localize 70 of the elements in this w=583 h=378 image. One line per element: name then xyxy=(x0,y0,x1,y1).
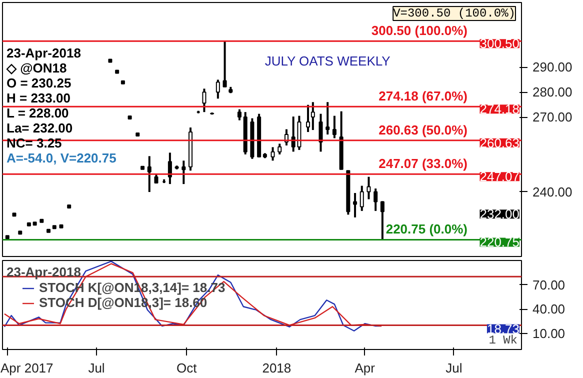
annotation: 232.00 xyxy=(480,206,520,222)
x-tick-label: Apr xyxy=(354,360,376,376)
candlestick xyxy=(168,152,172,186)
y-tick-label: 240.00 xyxy=(532,184,572,200)
point xyxy=(40,218,44,223)
x-tick-label: Jul xyxy=(88,360,105,376)
ref-line-label: 300.50 (100.0%) xyxy=(371,23,468,38)
point xyxy=(32,222,37,226)
annotation: 247.07 xyxy=(480,169,520,184)
candlestick xyxy=(202,88,206,114)
annotation: H = 233.00 xyxy=(6,90,70,106)
y-tick-label: 270.00 xyxy=(532,110,572,125)
annotation: V=300.50 (100.0%) xyxy=(393,6,516,20)
x-tick-label: Jul xyxy=(446,360,462,376)
annotation: A=-54.0, V=220.75 xyxy=(6,150,116,166)
x-tick-label: 2018 xyxy=(262,360,292,376)
candlestick xyxy=(278,142,282,156)
candlestick xyxy=(237,108,242,122)
point xyxy=(140,166,145,170)
text: JULY OATS WEEKLY xyxy=(264,54,391,68)
annotation: La= 232.00 xyxy=(6,120,73,136)
ref-line-label: 260.63 (50.0%) xyxy=(378,122,468,138)
candlestick xyxy=(380,200,384,241)
annotation: L = 228.00 xyxy=(6,106,69,120)
ref-line-label: 274.18 (67.0%) xyxy=(378,88,468,104)
candlestick xyxy=(222,40,227,88)
point xyxy=(128,116,132,120)
y-tick-label: 40.00 xyxy=(532,302,566,317)
point xyxy=(115,70,120,74)
y-tick-label: 10.00 xyxy=(532,326,566,341)
point xyxy=(108,58,112,63)
point xyxy=(52,225,56,230)
candlestick xyxy=(310,101,315,131)
point xyxy=(120,80,125,84)
point xyxy=(26,222,31,226)
candlestick xyxy=(318,112,323,153)
candlestick xyxy=(306,104,310,133)
point xyxy=(59,224,64,228)
candlestick xyxy=(147,155,152,194)
point xyxy=(67,204,72,208)
y-tick-label: 290.00 xyxy=(532,60,572,75)
point xyxy=(18,230,22,235)
candlestick xyxy=(374,188,378,212)
annotation: 274.18 xyxy=(480,102,520,117)
candlestick xyxy=(182,160,186,186)
candlestick xyxy=(360,184,364,212)
candlestick xyxy=(332,114,336,140)
candlestick xyxy=(353,192,358,218)
x-tick-label: Oct xyxy=(176,360,198,376)
point xyxy=(136,132,140,136)
x-tick-label: Apr 2017 xyxy=(0,360,54,376)
annotation: 260.63 xyxy=(480,135,520,150)
candlestick xyxy=(216,78,220,100)
candlestick xyxy=(366,176,371,200)
annotation: 1 Wk xyxy=(488,334,518,348)
candlestick xyxy=(326,101,330,136)
candlestick xyxy=(270,146,275,162)
y-tick-label: 70.00 xyxy=(532,277,566,292)
annotation: 23-Apr-2018 xyxy=(6,46,81,60)
ref-line-label: 247.07 (33.0%) xyxy=(378,156,468,172)
point xyxy=(46,228,51,233)
y-tick-label: 280.00 xyxy=(532,84,572,100)
ref-line-label: 220.75 (0.0%) xyxy=(386,222,468,237)
annotation: 300.50 xyxy=(480,36,520,52)
annotation: 23-Apr-2018 xyxy=(6,264,81,280)
point xyxy=(12,212,16,217)
point xyxy=(5,235,10,240)
annotation: ◇ @ON18 xyxy=(6,60,67,76)
annotation: 220.75 xyxy=(480,234,520,250)
annotation: O = 230.25 xyxy=(6,76,72,90)
